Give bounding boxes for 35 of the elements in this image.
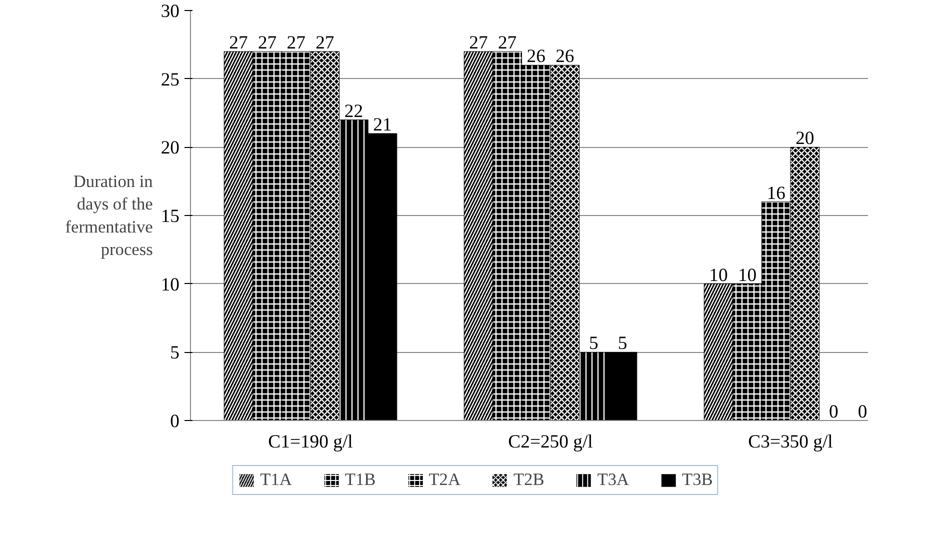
x-tick-label: C3=350 g/l — [748, 432, 833, 452]
data-label: 16 — [766, 182, 786, 204]
data-label: 27 — [258, 32, 277, 54]
data-label: 27 — [498, 32, 517, 54]
y-tick-label: 0 — [170, 411, 180, 432]
data-label: 0 — [829, 402, 838, 422]
data-label: 21 — [373, 114, 392, 136]
data-label: 27 — [316, 32, 334, 54]
data-label: 5 — [618, 333, 628, 354]
legend-label: T3B — [682, 470, 713, 490]
data-label: 22 — [344, 100, 364, 122]
data-label: 27 — [229, 32, 248, 54]
y-tick-label: 15 — [160, 206, 180, 227]
y-tick-label: 5 — [170, 342, 180, 364]
data-label: 27 — [469, 32, 488, 54]
legend-label: T3A — [597, 470, 630, 490]
x-tick-label: C1=190 g/l — [268, 432, 353, 452]
legend-label: T1B — [344, 470, 376, 490]
data-label: 5 — [589, 333, 598, 354]
data-label: 26 — [526, 46, 546, 68]
y-tick-label: 25 — [160, 69, 180, 90]
data-label: 10 — [738, 264, 757, 286]
data-label: 27 — [286, 32, 306, 54]
data-label: 26 — [556, 46, 574, 68]
data-label: 20 — [796, 128, 814, 150]
legend-label: T2A — [428, 470, 460, 490]
y-axis-title: Duration in days of the fermentative process — [65, 172, 154, 260]
y-tick-label: 10 — [160, 274, 180, 296]
x-tick-label: C2=250 g/l — [508, 432, 593, 452]
data-label: 10 — [709, 264, 728, 286]
y-tick-label: 20 — [160, 138, 180, 159]
data-label: 0 — [858, 402, 868, 422]
legend-label: T1A — [260, 470, 292, 490]
y-tick-label: 30 — [160, 1, 180, 22]
legend-label: T2B — [513, 470, 544, 490]
